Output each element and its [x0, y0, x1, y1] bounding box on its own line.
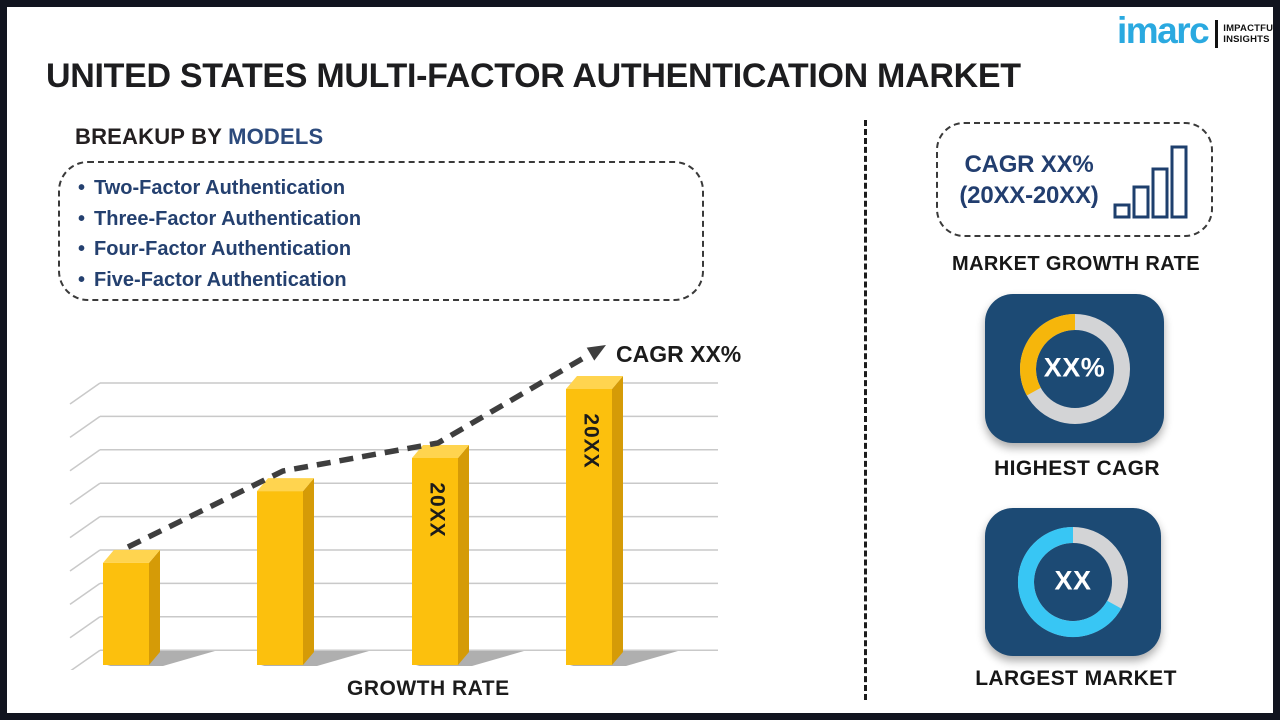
cagr-box-text: CAGR XX% (20XX-20XX) [959, 149, 1098, 211]
largest-market-tile: XX [985, 508, 1161, 656]
chart-x-axis-label: GROWTH RATE [347, 677, 510, 700]
cagr-trend-label: CAGR XX% [616, 341, 742, 367]
bar-label: 20XX [579, 413, 602, 468]
section-divider [864, 120, 867, 700]
logo-divider [1215, 20, 1219, 48]
largest-market-donut-chart [1018, 527, 1128, 637]
trend-line [126, 353, 589, 550]
imarc-logo: imarc IMPACTFUL INSIGHTS [1117, 11, 1279, 51]
bullet-icon: • [78, 177, 86, 199]
page-title: UNITED STATES MULTI-FACTOR AUTHENTICATIO… [46, 57, 1021, 95]
bullet-icon: • [78, 238, 86, 260]
list-item: • Two-Factor Authentication [78, 177, 346, 199]
donut-ring-fill [1018, 527, 1122, 637]
bar-label: 20XX [425, 482, 448, 537]
bar [412, 458, 458, 665]
largest-market-label: LARGEST MARKET [975, 667, 1177, 690]
models-list: • Two-Factor Authentication • Three-Factor… [78, 173, 702, 295]
bar [566, 389, 612, 665]
bullet-icon: • [78, 268, 86, 291]
growth-rate-bar-chart: 20XX 20XX [69, 345, 718, 670]
growth-bars-icon [1113, 145, 1188, 218]
models-box: • Two-Factor Authentication • Three-Factor… [58, 161, 704, 301]
bar [103, 562, 149, 665]
cagr-box: CAGR XX% (20XX-20XX) [936, 122, 1213, 237]
market-growth-rate-label: MARKET GROWTH RATE [952, 253, 1200, 275]
logo-tagline: IMPACTFUL INSIGHTS [1223, 23, 1279, 45]
trend-arrowhead-icon [586, 345, 606, 361]
donut-ring-fill [1019, 313, 1075, 395]
bullet-icon: • [78, 207, 86, 230]
bar [257, 491, 303, 665]
logo-tagline-line2: INSIGHTS [1223, 34, 1270, 45]
list-item: • Five-Factor Authentication [78, 268, 347, 291]
list-item: • Four-Factor Authentication [78, 238, 352, 260]
highest-cagr-tile: XX% [985, 294, 1164, 443]
breakup-heading: BREAKUP BY MODELS [75, 124, 323, 150]
list-item: • Three-Factor Authentication [78, 207, 362, 230]
highest-cagr-donut-chart [1019, 313, 1130, 424]
imarc-logo-text: imarc [1117, 10, 1210, 51]
highest-cagr-value: XX% [1043, 351, 1106, 382]
cagr-box-line1: CAGR XX% [964, 150, 1094, 178]
breakup-heading-highlight: MODELS [228, 124, 324, 149]
largest-market-value: XX [1054, 565, 1092, 596]
breakup-heading-prefix: BREAKUP BY [75, 124, 223, 149]
highest-cagr-label: HIGHEST CAGR [994, 457, 1160, 480]
cagr-box-line2: (20XX-20XX) [959, 181, 1099, 209]
logo-tagline-line1: IMPACTFUL [1223, 23, 1280, 34]
